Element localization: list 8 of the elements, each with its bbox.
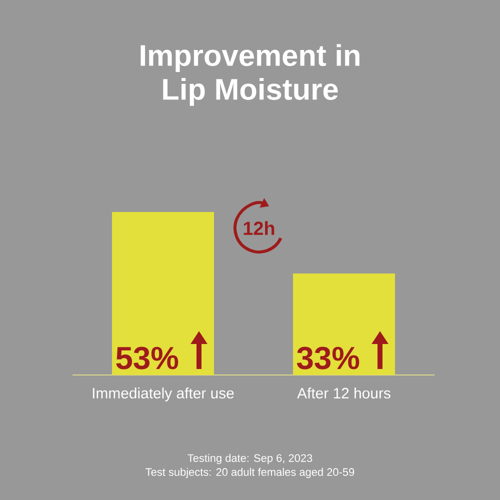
x-tick-label: Immediately after use — [92, 388, 234, 402]
text: Testing date: Sep 6, 2023 — [188, 454, 312, 464]
annotation: 12h — [244, 221, 274, 235]
x-tick-label: After 12 hours — [297, 388, 390, 398]
data-label: 53% — [116, 346, 178, 370]
text: Test subjects: 20 adult females aged 20-59 — [146, 468, 354, 478]
chart-title: Improvement in Lip Moisture — [140, 44, 360, 106]
data-label: 33% — [296, 346, 360, 370]
